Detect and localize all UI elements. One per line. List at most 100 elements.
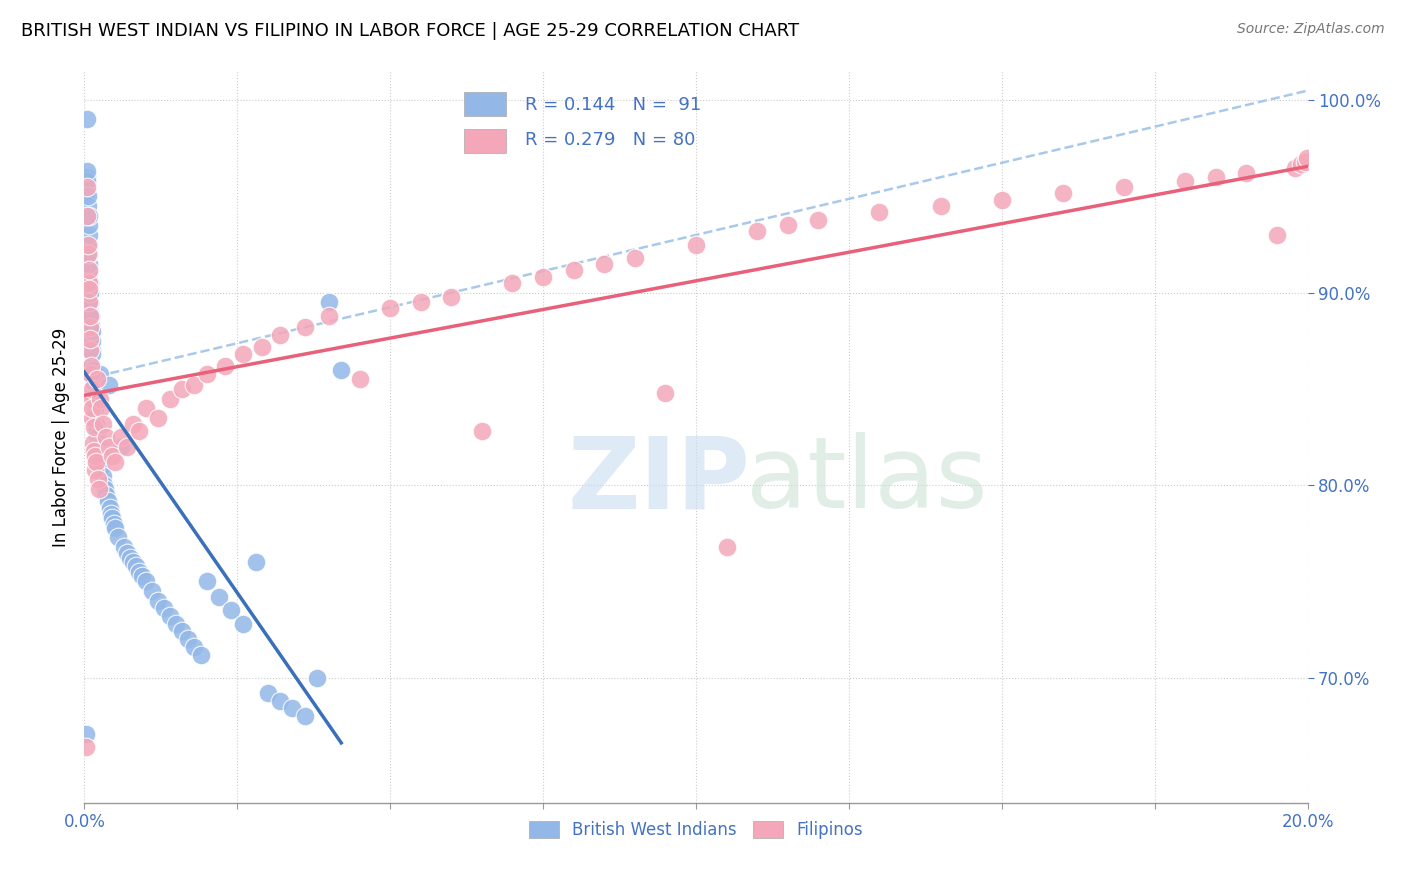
Point xyxy=(190,648,212,662)
Point xyxy=(79,332,101,346)
Point xyxy=(94,430,117,444)
Point xyxy=(76,179,98,194)
Point xyxy=(141,584,163,599)
Point xyxy=(94,482,117,496)
Point xyxy=(77,189,100,203)
Point xyxy=(76,112,98,127)
Point xyxy=(77,219,100,233)
Point xyxy=(502,276,524,290)
Point xyxy=(269,694,291,708)
Point xyxy=(79,295,101,310)
Point xyxy=(84,417,107,431)
Point xyxy=(79,295,101,310)
Point xyxy=(89,367,111,381)
Point xyxy=(83,376,105,391)
Point xyxy=(83,443,105,458)
Point xyxy=(112,540,135,554)
Point xyxy=(685,237,707,252)
Point xyxy=(294,320,316,334)
Point xyxy=(318,309,340,323)
Point xyxy=(84,450,107,464)
Point xyxy=(77,209,100,223)
Point xyxy=(82,347,104,361)
Point xyxy=(104,520,127,534)
Point xyxy=(380,301,402,315)
Point xyxy=(77,247,100,261)
Point xyxy=(80,328,103,343)
Point xyxy=(131,568,153,582)
Point xyxy=(79,315,101,329)
Point xyxy=(807,212,830,227)
Point xyxy=(153,601,176,615)
Point xyxy=(159,609,181,624)
Text: Source: ZipAtlas.com: Source: ZipAtlas.com xyxy=(1237,22,1385,37)
Legend: British West Indians, Filipinos: British West Indians, Filipinos xyxy=(522,814,870,846)
Point xyxy=(172,382,194,396)
Point xyxy=(1174,174,1197,188)
Point xyxy=(77,276,100,290)
Point xyxy=(250,340,273,354)
Point xyxy=(76,170,98,185)
Point xyxy=(80,382,103,396)
Point xyxy=(76,164,98,178)
Point xyxy=(1236,166,1258,180)
Point xyxy=(76,209,98,223)
Point xyxy=(83,420,105,434)
Point xyxy=(77,237,100,252)
Point xyxy=(82,372,104,386)
Point xyxy=(77,257,100,271)
Point xyxy=(110,440,132,454)
Point xyxy=(281,701,304,715)
Point xyxy=(165,616,187,631)
Point xyxy=(929,199,952,213)
Point xyxy=(87,482,110,496)
Text: BRITISH WEST INDIAN VS FILIPINO IN LABOR FORCE | AGE 25-29 CORRELATION CHART: BRITISH WEST INDIAN VS FILIPINO IN LABOR… xyxy=(21,22,799,40)
Point xyxy=(86,372,108,386)
Point xyxy=(103,516,125,531)
Point xyxy=(79,320,101,334)
Point xyxy=(409,295,432,310)
Point xyxy=(716,540,738,554)
Point xyxy=(77,267,100,281)
Text: atlas: atlas xyxy=(747,433,988,530)
Point xyxy=(1114,179,1136,194)
Point xyxy=(257,686,280,700)
Point xyxy=(87,443,110,458)
Point xyxy=(128,425,150,439)
Point xyxy=(87,472,110,486)
Point xyxy=(83,390,105,404)
Point xyxy=(77,199,100,213)
Point xyxy=(294,709,316,723)
Point xyxy=(177,632,200,647)
Point xyxy=(97,493,120,508)
Point xyxy=(76,184,98,198)
Point xyxy=(80,392,103,406)
Point xyxy=(80,343,103,358)
Point xyxy=(77,295,100,310)
Point xyxy=(146,410,169,425)
Point xyxy=(593,257,616,271)
Point xyxy=(318,295,340,310)
Point xyxy=(110,430,132,444)
Point xyxy=(90,453,112,467)
Point xyxy=(1265,227,1288,242)
Point xyxy=(195,367,218,381)
Point xyxy=(84,455,107,469)
Point xyxy=(562,262,585,277)
Point xyxy=(82,410,104,425)
Point xyxy=(86,430,108,444)
Point xyxy=(90,401,112,416)
Point xyxy=(159,392,181,406)
Point xyxy=(101,450,124,464)
Point xyxy=(80,367,103,381)
Point xyxy=(219,603,242,617)
Point xyxy=(80,334,103,348)
Point xyxy=(91,468,114,483)
Point xyxy=(305,671,328,685)
Point xyxy=(440,289,463,303)
Point xyxy=(1205,170,1227,185)
Point xyxy=(183,378,205,392)
Point xyxy=(80,324,103,338)
Point xyxy=(79,285,101,300)
Point xyxy=(77,209,100,223)
